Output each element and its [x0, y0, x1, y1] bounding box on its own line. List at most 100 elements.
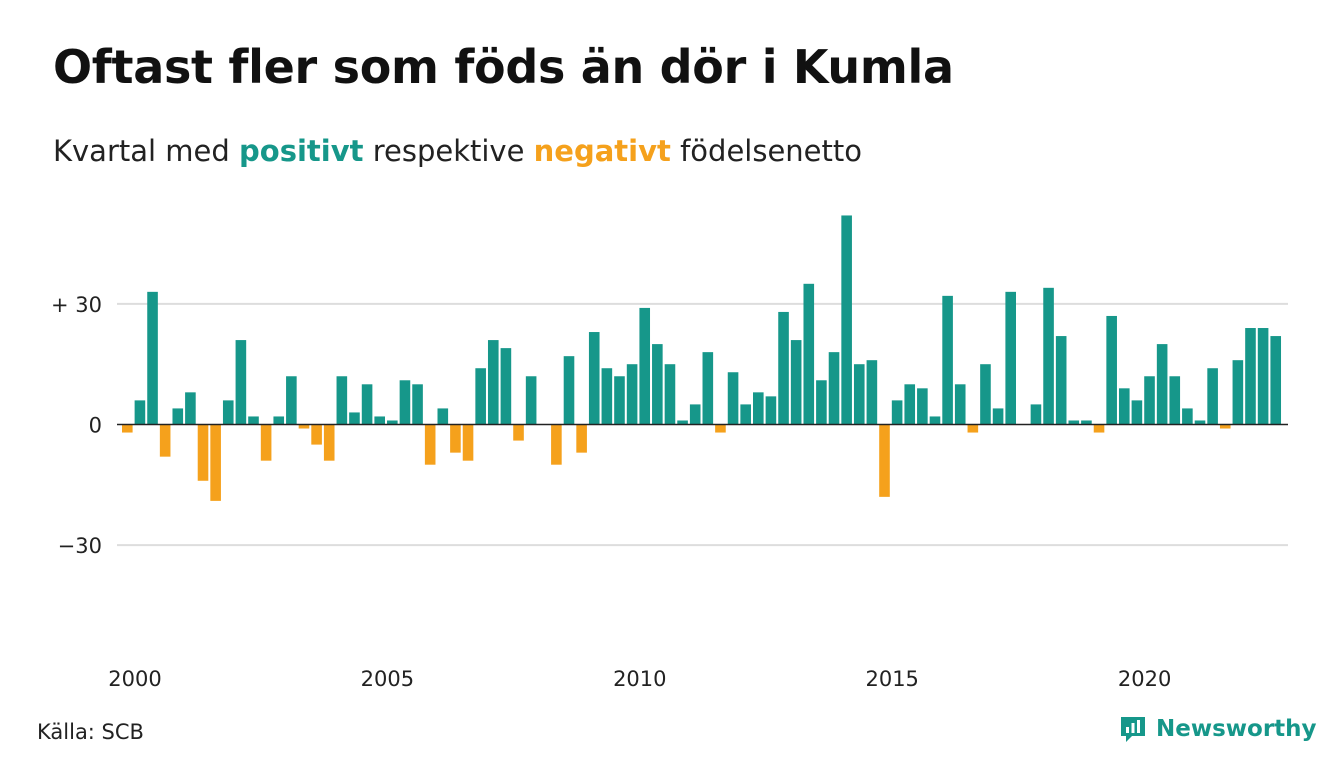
bar: [1270, 336, 1282, 425]
bar: [349, 412, 360, 425]
source-note: Källa: SCB: [37, 720, 144, 744]
chart-subtitle: Kvartal med positivt respektive negativt…: [53, 134, 862, 168]
bar: [917, 388, 928, 425]
bar: [1144, 376, 1155, 425]
bar: [954, 384, 966, 425]
bar: [765, 396, 777, 425]
bar: [437, 408, 449, 425]
bar: [235, 340, 247, 425]
bar: [904, 384, 916, 425]
bar: [1005, 291, 1016, 425]
bar: [210, 424, 221, 501]
bar: [929, 416, 941, 425]
bar: [1068, 420, 1080, 425]
subtitle-prefix: Kvartal med: [53, 134, 230, 168]
bar: [1245, 328, 1256, 425]
subtitle-positive-word: positivt: [239, 134, 364, 168]
bar: [273, 416, 285, 425]
bar: [525, 376, 537, 425]
bar: [172, 408, 184, 425]
bar: [1219, 424, 1231, 429]
bar: [1232, 360, 1244, 425]
bar: [323, 424, 335, 461]
bar: [778, 311, 789, 425]
bar: [1207, 368, 1218, 425]
bar: [664, 364, 676, 425]
bar: [1169, 376, 1181, 425]
bar: [601, 368, 613, 425]
newsworthy-logo-icon: [1121, 717, 1145, 742]
bar: [626, 364, 638, 425]
bar: [727, 372, 739, 425]
gridlines: [117, 302, 1288, 547]
bar: [563, 356, 575, 425]
x-tick-label: 2010: [613, 667, 666, 691]
bar: [841, 215, 852, 425]
x-tick-label: 2015: [865, 667, 918, 691]
bar: [412, 384, 423, 425]
bar: [185, 392, 196, 425]
y-tick-label: + 30: [51, 293, 102, 317]
bar: [450, 424, 461, 453]
bar: [967, 424, 979, 433]
bar: [147, 291, 158, 425]
bar: [159, 424, 171, 457]
bar: [500, 348, 512, 425]
bar: [222, 400, 234, 425]
subtitle-negative-word: negativt: [533, 134, 671, 168]
bar: [677, 420, 688, 425]
brand: Newsworthy: [1118, 714, 1317, 744]
bar: [399, 380, 411, 425]
brand-name: Newsworthy: [1156, 716, 1317, 742]
bar: [260, 424, 272, 461]
bar: [513, 424, 524, 441]
bar: [551, 424, 562, 465]
axes: + 30 0 −30 2000 2005 2010 2015 2020: [51, 293, 1288, 691]
bar: [336, 376, 348, 425]
x-tick-label: 2000: [108, 667, 161, 691]
bar: [639, 307, 651, 425]
bar: [803, 283, 815, 425]
bar: [248, 416, 259, 425]
subtitle-middle: respektive: [372, 134, 525, 168]
bar: [1131, 400, 1143, 425]
bar: [652, 344, 663, 425]
y-tick-label: −30: [58, 534, 102, 558]
bar: [576, 424, 587, 453]
bar: [1118, 388, 1130, 425]
y-tick-label: 0: [89, 414, 102, 438]
bar: [374, 416, 385, 425]
bar: [197, 424, 209, 481]
bar: [1156, 344, 1168, 425]
bar: [614, 376, 625, 425]
bar: [1030, 404, 1042, 425]
x-tick-label: 2020: [1118, 667, 1171, 691]
bar: [122, 424, 133, 433]
bars: [122, 215, 1282, 501]
bar: [1081, 420, 1092, 425]
bar: [1043, 287, 1054, 425]
bar: [866, 360, 878, 425]
bar: [311, 424, 322, 445]
bar: [828, 352, 840, 425]
bar: [487, 340, 499, 425]
bar: [588, 332, 600, 425]
bar: [1055, 336, 1067, 425]
bar: [891, 400, 903, 425]
bar: [298, 424, 310, 429]
bar: [134, 400, 146, 425]
bar: [980, 364, 991, 425]
x-tick-label: 2005: [361, 667, 414, 691]
bar-chart: + 30 0 −30 2000 2005 2010 2015 2020: [51, 215, 1288, 691]
bar: [475, 368, 486, 425]
bar: [1194, 420, 1206, 425]
bar: [1257, 328, 1269, 425]
bar: [992, 408, 1004, 425]
bar: [462, 424, 474, 461]
bar: [702, 352, 714, 425]
bar: [816, 380, 827, 425]
bar: [1093, 424, 1105, 433]
bar: [286, 376, 297, 425]
bar: [715, 424, 726, 433]
bar: [424, 424, 436, 465]
